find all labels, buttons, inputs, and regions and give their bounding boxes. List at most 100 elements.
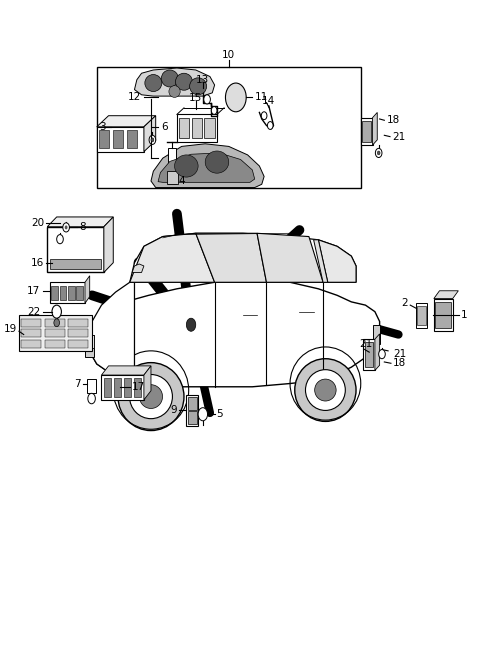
Text: 8: 8	[79, 222, 85, 232]
Bar	[204, 118, 215, 138]
Ellipse shape	[198, 407, 207, 420]
Ellipse shape	[139, 384, 163, 409]
Polygon shape	[158, 153, 255, 182]
Polygon shape	[97, 127, 144, 152]
Bar	[364, 342, 373, 367]
Ellipse shape	[57, 235, 63, 244]
Ellipse shape	[145, 75, 162, 92]
Bar	[133, 379, 141, 397]
Text: 3: 3	[99, 122, 106, 132]
Polygon shape	[49, 282, 85, 303]
Text: 6: 6	[161, 122, 168, 132]
Text: 20: 20	[31, 218, 44, 228]
Polygon shape	[372, 112, 377, 145]
Polygon shape	[434, 291, 458, 298]
Ellipse shape	[186, 318, 196, 331]
Text: 7: 7	[73, 379, 80, 388]
Text: 4: 4	[178, 176, 185, 186]
Ellipse shape	[377, 151, 380, 155]
Polygon shape	[134, 68, 215, 96]
Text: 15: 15	[189, 93, 203, 103]
Bar	[104, 379, 111, 397]
Bar	[168, 148, 176, 184]
Ellipse shape	[151, 138, 154, 142]
Polygon shape	[196, 234, 266, 282]
Ellipse shape	[226, 83, 246, 112]
Ellipse shape	[65, 226, 68, 230]
Bar	[45, 340, 65, 348]
Ellipse shape	[267, 121, 273, 129]
Text: 17: 17	[27, 287, 40, 297]
Bar	[69, 340, 88, 348]
Bar	[97, 67, 361, 188]
Polygon shape	[104, 217, 113, 272]
Bar	[416, 303, 427, 328]
Bar	[188, 411, 197, 424]
Bar	[186, 395, 198, 426]
Text: 2: 2	[401, 298, 408, 308]
Text: 18: 18	[393, 358, 406, 368]
Ellipse shape	[130, 375, 172, 419]
Bar	[69, 329, 88, 337]
Bar	[68, 285, 74, 300]
Text: 1: 1	[461, 310, 468, 320]
Bar	[21, 319, 41, 327]
Bar	[69, 319, 88, 327]
Text: 18: 18	[387, 115, 400, 125]
Bar	[85, 335, 95, 358]
Polygon shape	[151, 144, 264, 188]
Ellipse shape	[205, 151, 229, 173]
Bar	[45, 329, 65, 337]
Ellipse shape	[379, 350, 385, 359]
Ellipse shape	[88, 394, 96, 404]
Ellipse shape	[295, 359, 356, 421]
Bar	[76, 285, 83, 300]
Bar	[19, 315, 92, 351]
Bar	[60, 285, 66, 300]
Ellipse shape	[204, 95, 210, 104]
Bar	[177, 114, 217, 142]
Ellipse shape	[190, 78, 206, 95]
Bar	[188, 397, 197, 409]
Bar	[87, 335, 95, 348]
Ellipse shape	[149, 135, 156, 144]
Bar	[21, 340, 41, 348]
Bar	[114, 379, 121, 397]
Text: 14: 14	[262, 96, 276, 106]
Polygon shape	[144, 366, 151, 400]
Bar	[167, 171, 178, 184]
Text: 21: 21	[360, 339, 372, 350]
Ellipse shape	[375, 148, 382, 157]
Ellipse shape	[176, 73, 192, 91]
Text: 9: 9	[170, 405, 177, 415]
Bar	[49, 259, 101, 269]
Polygon shape	[257, 234, 323, 282]
Ellipse shape	[175, 155, 198, 177]
Ellipse shape	[54, 319, 60, 327]
Polygon shape	[132, 264, 144, 272]
Polygon shape	[130, 234, 215, 282]
Polygon shape	[318, 240, 356, 282]
Bar	[45, 319, 65, 327]
Text: 16: 16	[31, 258, 44, 268]
Ellipse shape	[211, 106, 217, 114]
Bar	[435, 302, 451, 328]
Bar	[124, 379, 131, 397]
Polygon shape	[101, 366, 151, 375]
Ellipse shape	[118, 363, 184, 430]
Bar	[99, 130, 108, 148]
Bar	[47, 227, 104, 272]
Ellipse shape	[315, 379, 336, 401]
Bar	[372, 325, 380, 344]
Text: 10: 10	[222, 50, 235, 60]
Ellipse shape	[305, 370, 345, 411]
Bar	[361, 117, 372, 145]
Polygon shape	[47, 217, 113, 227]
Polygon shape	[101, 375, 144, 400]
Text: 12: 12	[128, 92, 142, 102]
Text: 11: 11	[255, 92, 268, 102]
Bar	[87, 379, 96, 394]
Text: 5: 5	[216, 409, 223, 419]
Polygon shape	[130, 234, 356, 282]
Ellipse shape	[52, 305, 61, 318]
